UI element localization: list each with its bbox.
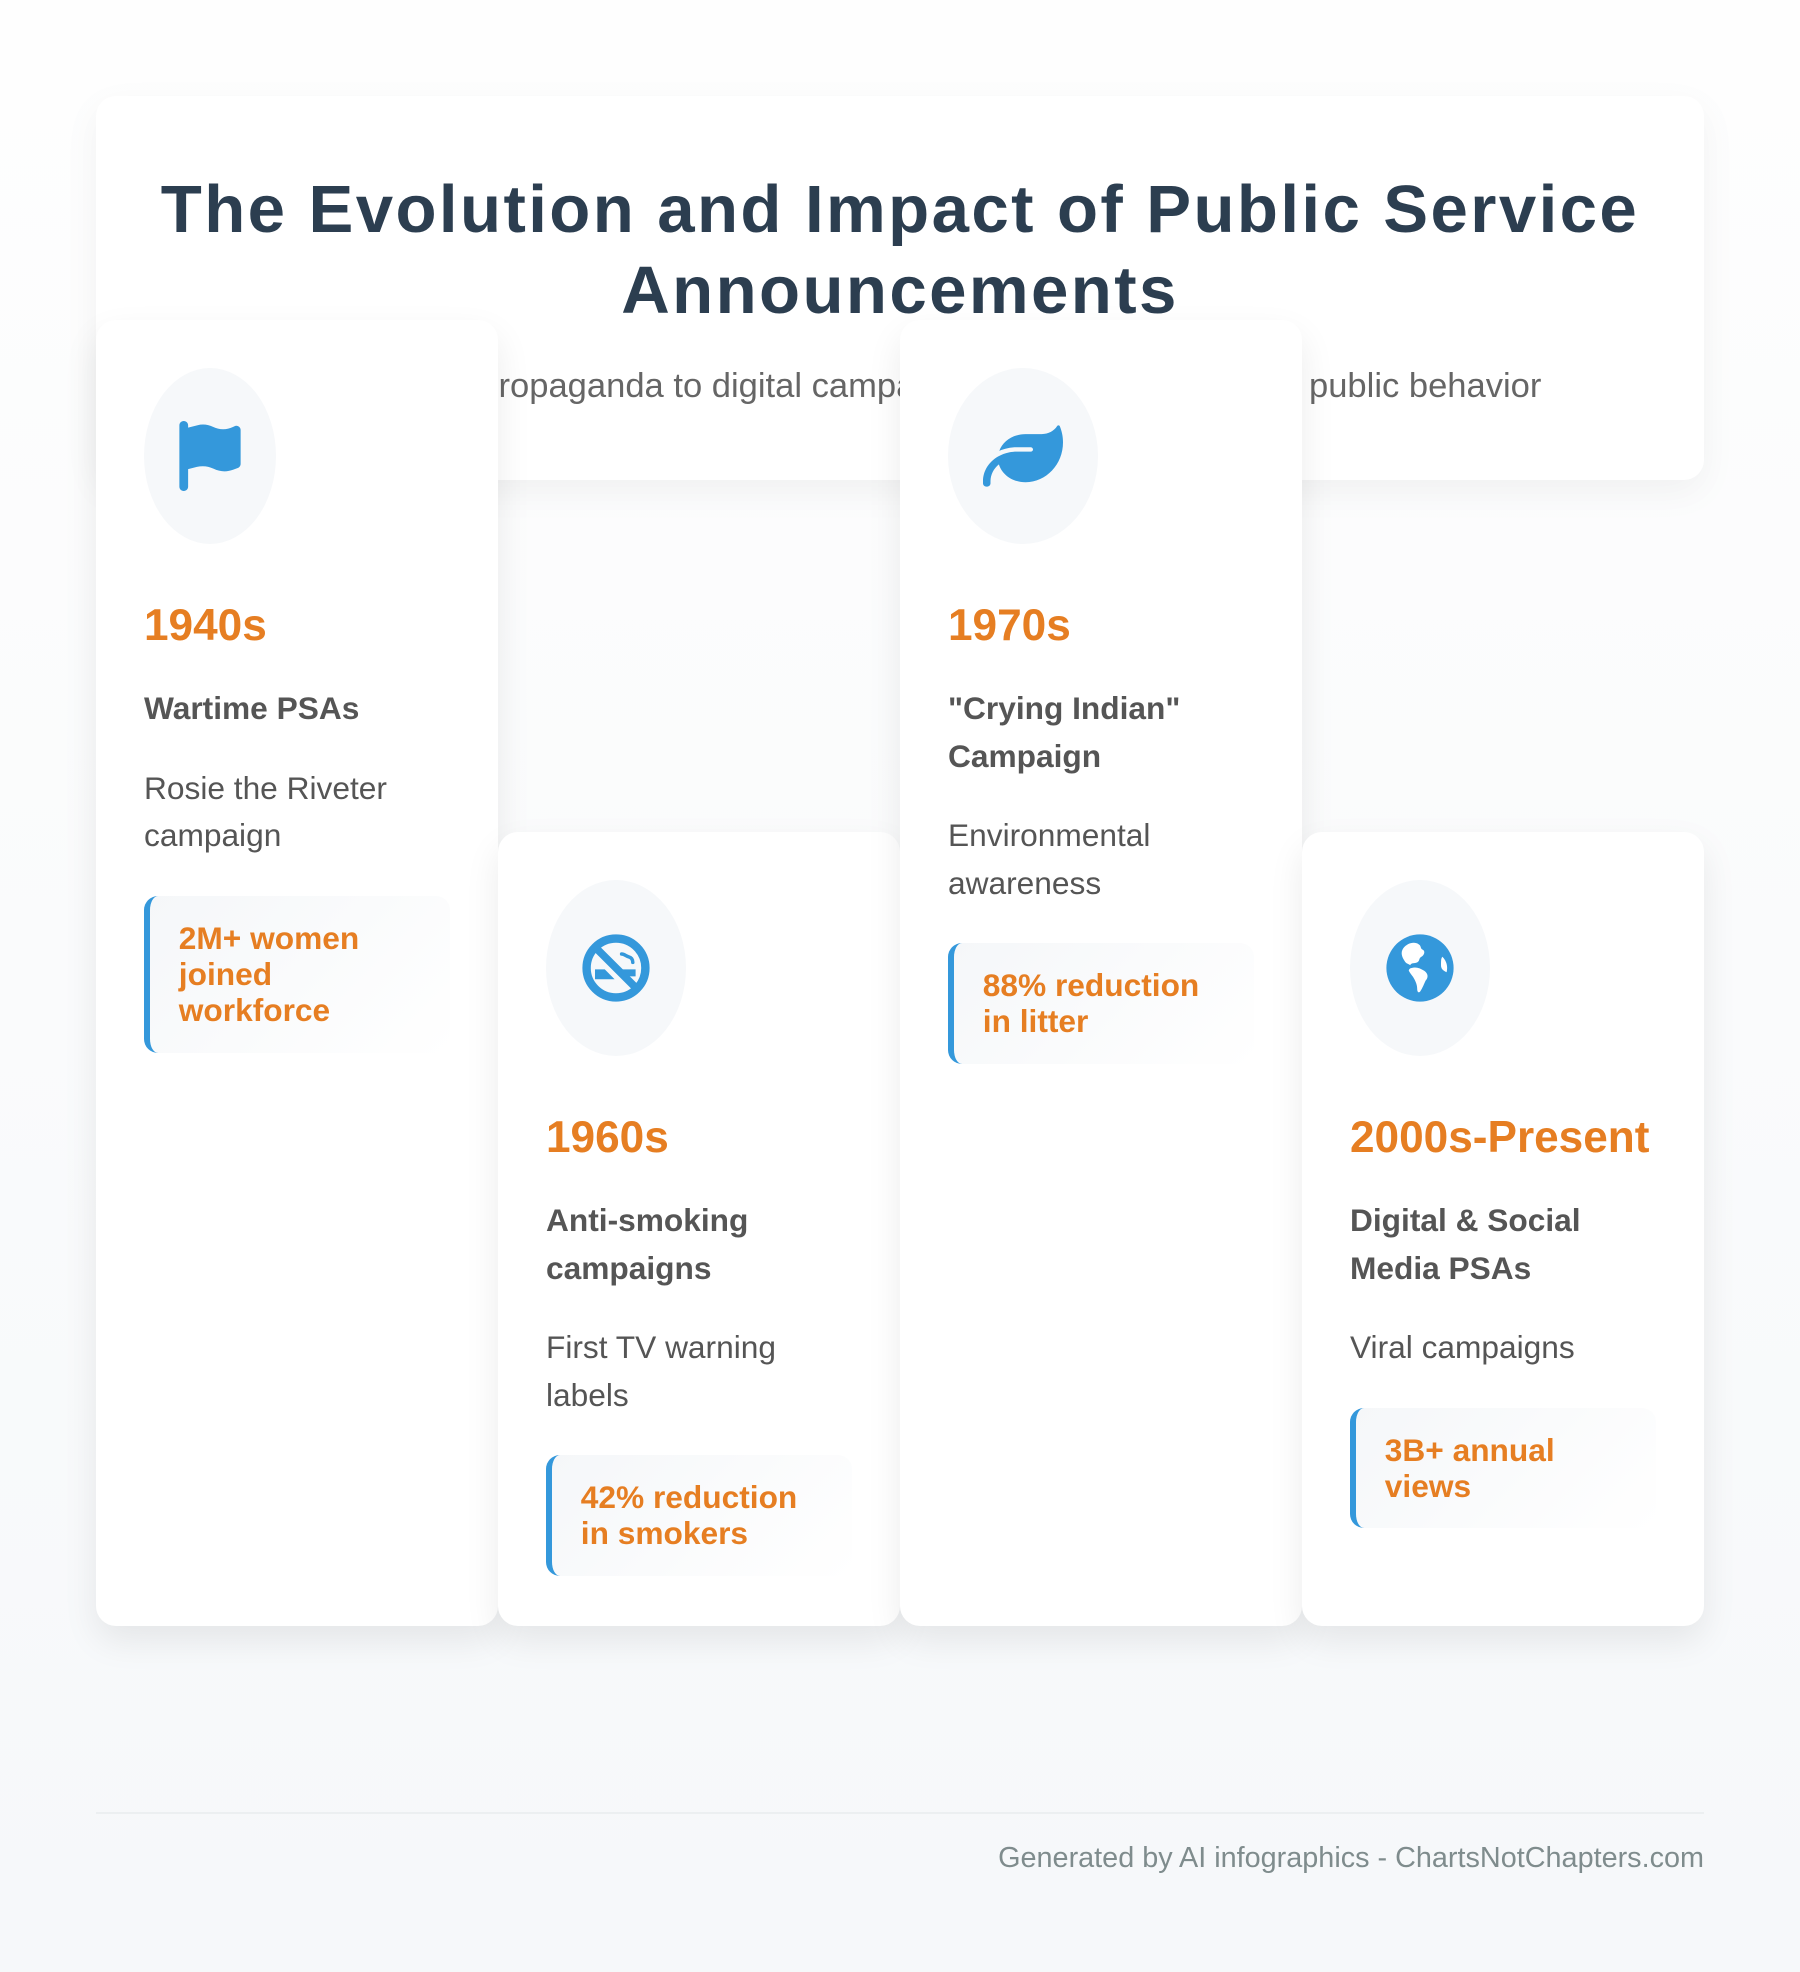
event-description: Environmental awareness: [948, 817, 1151, 901]
footer-divider: [96, 1812, 1704, 1814]
timeline: 1940s Wartime PSAs Rosie the Riveter cam…: [96, 320, 1704, 1626]
impact-stat: 3B+ annual views: [1350, 1407, 1656, 1529]
impact-stat: 88% reduction in litter: [948, 943, 1254, 1064]
impact-stat: 42% reduction in smokers: [546, 1455, 852, 1576]
timeline-card-1940s: 1940s Wartime PSAs Rosie the Riveter cam…: [96, 320, 498, 1626]
leaf-icon: [983, 425, 1063, 487]
globe-americas-icon: [1386, 934, 1454, 1002]
timeline-card-1970s: 1970s "Crying Indian" Campaign Environme…: [900, 320, 1302, 1626]
event-title: Digital & Social Media PSAs: [1350, 1202, 1581, 1286]
footer-credit: Generated by AI infographics - ChartsNot…: [998, 1842, 1704, 1874]
event-title: "Crying Indian" Campaign: [948, 690, 1181, 774]
page-title: The Evolution and Impact of Public Servi…: [160, 172, 1640, 328]
icon-circle: [546, 880, 686, 1056]
icon-circle: [1350, 880, 1490, 1056]
icon-circle: [144, 368, 276, 544]
event-description: Viral campaigns: [1350, 1329, 1575, 1365]
icon-circle: [948, 368, 1098, 544]
timeline-card-2000s-present: 2000s-Present Digital & Social Media PSA…: [1302, 832, 1704, 1626]
era-year: 2000s-Present: [1350, 1113, 1650, 1162]
ban-smoking-icon: [582, 934, 650, 1002]
flag-icon: [179, 421, 241, 491]
impact-stat: 2M+ women joined workforce: [144, 895, 450, 1053]
event-title: Wartime PSAs: [144, 690, 360, 726]
event-description: Rosie the Riveter campaign: [144, 769, 387, 854]
event-description: First TV warning labels: [546, 1329, 776, 1413]
era-year: 1970s: [948, 601, 1071, 650]
timeline-card-1960s: 1960s Anti-smoking campaigns First TV wa…: [498, 832, 900, 1626]
event-title: Anti-smoking campaigns: [546, 1202, 749, 1286]
era-year: 1960s: [546, 1113, 669, 1162]
era-year: 1940s: [144, 601, 267, 650]
